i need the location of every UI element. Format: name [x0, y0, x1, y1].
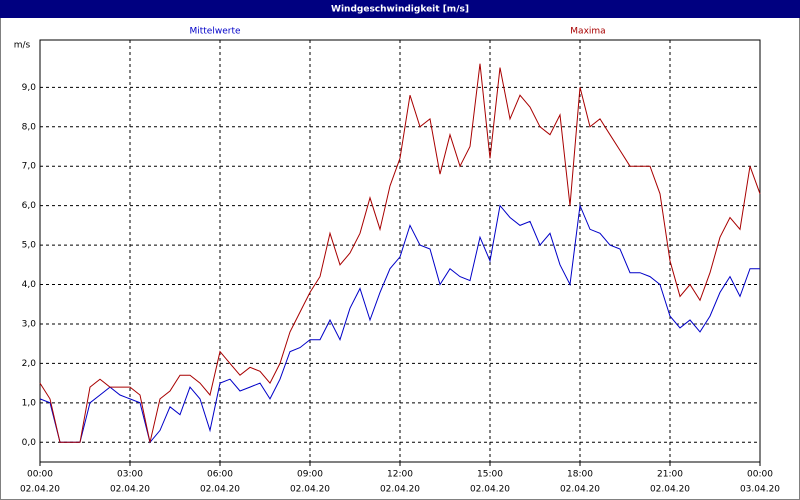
plot-border: [39, 39, 761, 463]
x-tick-date: 02.04.20: [20, 485, 60, 495]
chart-title: Windgeschwindigkeit [m/s]: [331, 5, 469, 15]
x-tick-date: 02.04.20: [290, 485, 330, 495]
x-tick-label: 18:00: [567, 470, 593, 480]
y-tick-label: 8,0: [22, 122, 37, 132]
y-tick-label: 3,0: [22, 319, 37, 329]
y-tick-label: 6,0: [22, 201, 37, 211]
x-tick-date: 02.04.20: [200, 485, 240, 495]
y-tick-label: 5,0: [22, 241, 37, 251]
x-tick-date: 02.04.20: [380, 485, 420, 495]
x-tick-label: 12:00: [387, 470, 413, 480]
y-tick-label: 0,0: [22, 438, 37, 448]
x-tick-date: 02.04.20: [110, 485, 150, 495]
x-tick-label: 21:00: [657, 470, 683, 480]
y-unit: m/s: [14, 41, 31, 51]
x-tick-date: 03.04.20: [740, 485, 780, 495]
title-bar: [0, 0, 800, 18]
x-tick-label: 15:00: [477, 470, 503, 480]
x-tick-date: 02.04.20: [470, 485, 510, 495]
legend-label: Mittelwerte: [189, 27, 240, 37]
y-tick-label: 4,0: [22, 280, 37, 290]
legend-label: Maxima: [570, 27, 605, 37]
y-tick-label: 9,0: [22, 83, 37, 93]
x-tick-date: 02.04.20: [650, 485, 690, 495]
x-tick-label: 03:00: [117, 470, 143, 480]
line-series: [39, 63, 761, 443]
x-tick-label: 00:00: [747, 470, 773, 480]
y-tick-label: 2,0: [22, 359, 37, 369]
x-tick-label: 09:00: [297, 470, 323, 480]
x-tick-label: 06:00: [207, 470, 233, 480]
y-tick-label: 7,0: [22, 162, 37, 172]
x-tick-date: 02.04.20: [560, 485, 600, 495]
y-tick-label: 1,0: [22, 398, 37, 408]
x-tick-label: 00:00: [27, 470, 53, 480]
line-series: [39, 203, 760, 444]
